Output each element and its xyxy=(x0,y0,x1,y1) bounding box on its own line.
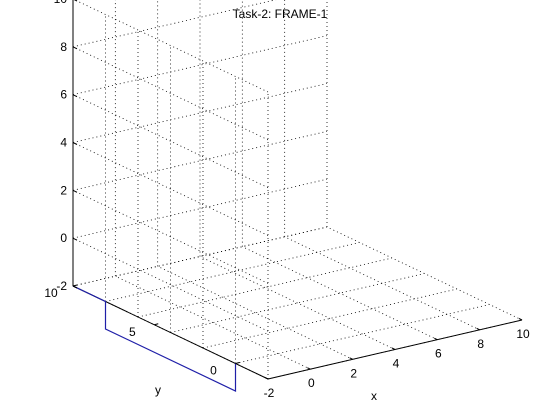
z-tick-mark xyxy=(73,95,77,97)
x-tick-mark xyxy=(350,358,353,360)
x-tick-mark xyxy=(392,348,395,350)
z-tick-label: 2 xyxy=(60,183,67,197)
chart-title: Task-2: FRAME-1 xyxy=(233,7,328,21)
x-tick-label: 0 xyxy=(308,376,315,390)
rear-wall-grid-horizontal xyxy=(73,36,327,95)
x-tick-label: 6 xyxy=(435,347,442,361)
z-tick-label: 10 xyxy=(54,0,68,6)
grid-layer xyxy=(73,0,522,379)
z-tick-mark xyxy=(73,238,77,240)
x-tick-mark xyxy=(307,368,310,370)
x-tick-label: 8 xyxy=(477,337,484,351)
floor-grid-x-line xyxy=(115,276,310,369)
x-tick-mark xyxy=(265,378,268,380)
floor-grid-x-line xyxy=(158,266,353,359)
y-tick-mark xyxy=(236,363,240,364)
axis-layer xyxy=(73,0,522,379)
z-tick-label: 8 xyxy=(60,40,67,54)
x-tick-label: -2 xyxy=(264,386,275,400)
z-tick-label: 0 xyxy=(60,231,67,245)
z-tick-mark xyxy=(73,0,77,1)
x-tick-label: 2 xyxy=(350,366,357,380)
y-axis-label: y xyxy=(155,383,161,397)
y-tick-label: 0 xyxy=(210,364,217,378)
z-tick-label: 4 xyxy=(60,136,67,150)
x-tick-mark xyxy=(477,328,480,330)
y-tick-label: 5 xyxy=(129,325,136,339)
x-tick-label: 10 xyxy=(516,327,530,341)
z-tick-mark xyxy=(73,190,77,192)
x-tick-label: 4 xyxy=(393,357,400,371)
floor-grid-x-line xyxy=(242,247,437,340)
z-tick-mark xyxy=(73,47,77,49)
x-tick-mark xyxy=(519,319,522,321)
floor-grid-x-line xyxy=(285,237,480,330)
floor-grid-x-line xyxy=(200,257,395,350)
z-tick-mark xyxy=(73,143,77,145)
z-tick-label: -2 xyxy=(56,279,67,293)
x-tick-mark xyxy=(434,338,437,340)
y-tick-mark xyxy=(154,324,158,325)
left-wall-grid-horizontal xyxy=(73,47,268,140)
z-tick-label: 6 xyxy=(60,88,67,102)
x-axis-label: x xyxy=(371,389,377,403)
left-wall-grid-horizontal xyxy=(73,95,268,188)
